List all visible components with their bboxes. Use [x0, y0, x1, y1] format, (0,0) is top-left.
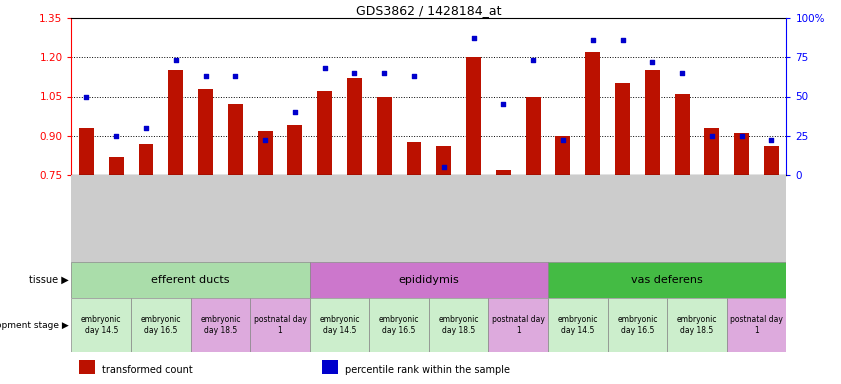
- Point: [497, 101, 510, 108]
- Point: [705, 133, 718, 139]
- Bar: [309, 262, 548, 298]
- Text: development stage ▶: development stage ▶: [0, 321, 68, 329]
- Point: [586, 37, 600, 43]
- Bar: [489, 298, 548, 352]
- Bar: [406, 142, 421, 175]
- Point: [437, 164, 451, 170]
- Bar: [251, 298, 309, 352]
- Bar: [705, 128, 719, 175]
- Bar: [764, 146, 779, 175]
- Bar: [496, 170, 510, 175]
- Bar: [347, 78, 362, 175]
- Bar: [674, 94, 690, 175]
- Text: embryonic
day 18.5: embryonic day 18.5: [438, 315, 479, 335]
- Text: embryonic
day 18.5: embryonic day 18.5: [677, 315, 717, 335]
- Point: [229, 73, 242, 79]
- Bar: [607, 298, 667, 352]
- Text: embryonic
day 16.5: embryonic day 16.5: [617, 315, 658, 335]
- Bar: [645, 70, 659, 175]
- Point: [347, 70, 361, 76]
- Bar: [321, 360, 338, 374]
- Text: tissue ▶: tissue ▶: [29, 275, 68, 285]
- Text: embryonic
day 16.5: embryonic day 16.5: [140, 315, 181, 335]
- Bar: [466, 57, 481, 175]
- Bar: [556, 136, 570, 175]
- Bar: [71, 298, 131, 352]
- Text: epididymis: epididymis: [399, 275, 459, 285]
- Text: embryonic
day 14.5: embryonic day 14.5: [558, 315, 598, 335]
- Bar: [79, 128, 94, 175]
- Text: embryonic
day 18.5: embryonic day 18.5: [200, 315, 241, 335]
- Point: [318, 65, 331, 71]
- Bar: [139, 144, 153, 175]
- Point: [140, 125, 153, 131]
- Bar: [108, 157, 124, 175]
- Text: embryonic
day 14.5: embryonic day 14.5: [81, 315, 121, 335]
- Text: efferent ducts: efferent ducts: [151, 275, 230, 285]
- Point: [764, 137, 778, 144]
- Point: [109, 133, 123, 139]
- Text: embryonic
day 16.5: embryonic day 16.5: [379, 315, 420, 335]
- Point: [407, 73, 420, 79]
- Bar: [548, 262, 786, 298]
- Point: [80, 93, 93, 99]
- Bar: [191, 298, 251, 352]
- Point: [526, 57, 540, 63]
- Point: [378, 70, 391, 76]
- Bar: [429, 298, 489, 352]
- Text: vas deferens: vas deferens: [632, 275, 703, 285]
- Bar: [131, 298, 191, 352]
- Point: [646, 59, 659, 65]
- Point: [556, 137, 569, 144]
- Bar: [71, 262, 309, 298]
- Bar: [548, 298, 607, 352]
- Title: GDS3862 / 1428184_at: GDS3862 / 1428184_at: [356, 4, 502, 17]
- Text: postnatal day
1: postnatal day 1: [492, 315, 545, 335]
- Bar: [526, 96, 541, 175]
- Bar: [257, 131, 272, 175]
- Point: [198, 73, 212, 79]
- Point: [467, 35, 480, 41]
- Bar: [198, 89, 213, 175]
- Bar: [78, 360, 95, 374]
- Text: postnatal day
1: postnatal day 1: [730, 315, 783, 335]
- Point: [288, 109, 302, 115]
- Bar: [667, 298, 727, 352]
- Bar: [309, 298, 369, 352]
- Text: transformed count: transformed count: [102, 364, 193, 375]
- Bar: [168, 70, 183, 175]
- Point: [735, 133, 748, 139]
- Bar: [615, 83, 630, 175]
- Bar: [727, 298, 786, 352]
- Bar: [585, 52, 600, 175]
- Bar: [377, 96, 392, 175]
- Text: postnatal day
1: postnatal day 1: [253, 315, 306, 335]
- Text: percentile rank within the sample: percentile rank within the sample: [345, 364, 510, 375]
- Bar: [369, 298, 429, 352]
- Bar: [317, 91, 332, 175]
- Bar: [228, 104, 243, 175]
- Point: [258, 137, 272, 144]
- Bar: [288, 125, 302, 175]
- Point: [616, 37, 629, 43]
- Bar: [436, 146, 452, 175]
- Point: [675, 70, 689, 76]
- Point: [169, 57, 182, 63]
- Text: embryonic
day 14.5: embryonic day 14.5: [320, 315, 360, 335]
- Bar: [734, 133, 749, 175]
